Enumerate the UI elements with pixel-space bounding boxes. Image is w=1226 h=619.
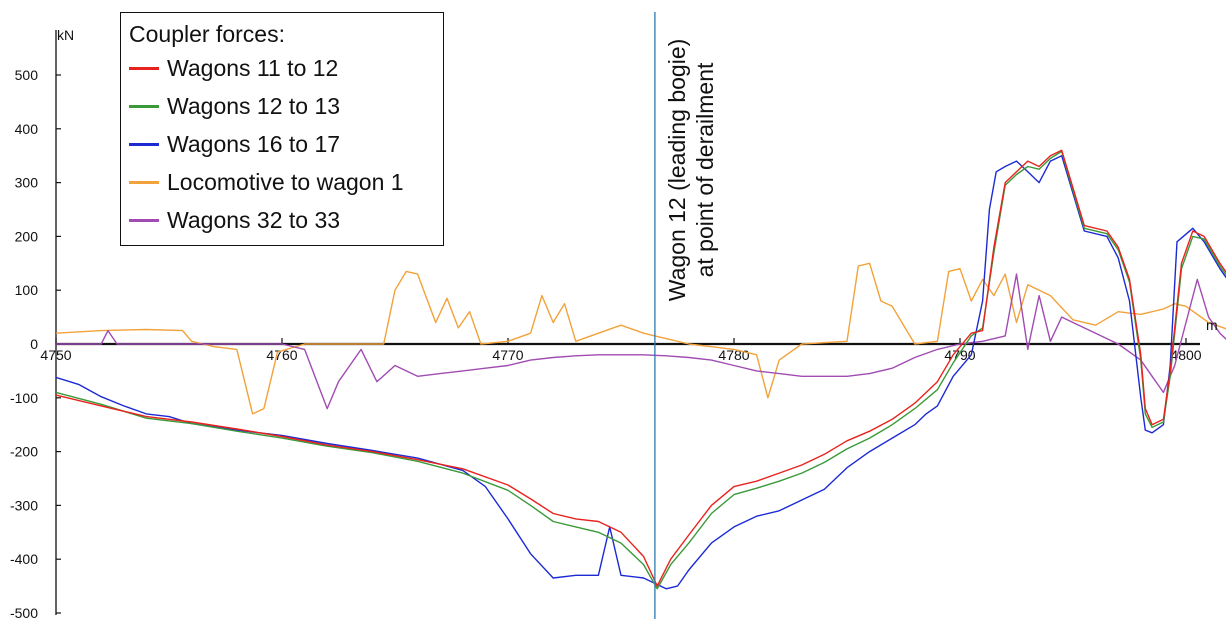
legend-swatch [129,104,159,108]
legend-swatch [129,66,159,70]
x-tick-label: 4750 [40,347,71,363]
annotation-line-2: at point of derailment [691,62,718,278]
y-tick-label: -100 [10,390,38,406]
y-tick-label: -300 [10,497,38,513]
legend-label: Wagons 12 to 13 [167,92,341,119]
legend-items: Wagons 11 to 12 Wagons 12 to 13 Wagons 16 … [129,49,443,239]
x-tick-label: 4800 [1170,347,1201,363]
y-tick-label: 100 [15,282,39,298]
y-tick-label: -500 [10,605,38,619]
x-axis-unit-label: m [1206,317,1218,333]
legend-item: Wagons 16 to 17 [129,125,443,163]
y-tick-label: 0 [30,336,38,352]
legend-swatch [129,142,159,146]
y-tick-label: -200 [10,444,38,460]
y-tick-label: 300 [15,175,39,191]
legend: Coupler forces: Wagons 11 to 12 Wagons 12… [120,12,444,246]
legend-label: Locomotive to wagon 1 [167,168,404,195]
y-tick-label: 200 [15,228,39,244]
x-tick-label: 4760 [266,347,297,363]
y-tick-label: 400 [15,121,39,137]
derailment-annotation: Wagon 12 (leading bogie) at point of der… [663,10,719,330]
legend-label: Wagons 11 to 12 [167,54,339,81]
series-line-wagons-32-to-33 [56,273,1226,410]
legend-item: Wagons 11 to 12 [129,49,443,87]
legend-label: Wagons 32 to 33 [167,206,341,233]
legend-item: Wagons 12 to 13 [129,87,443,125]
series-line-locomotive-to-wagon-1 [55,262,1226,415]
series-line-wagons-11-to-12 [55,149,1226,587]
legend-title: Coupler forces: [129,21,285,47]
series-line-wagons-16-to-17 [55,154,1226,590]
legend-item: Wagons 32 to 33 [129,201,443,239]
series-lines [55,149,1226,590]
annotation-line-1: Wagon 12 (leading bogie) [663,38,690,302]
y-tick-label: -400 [10,551,38,567]
y-axis-unit-label: kN [57,27,74,43]
legend-label: Wagons 16 to 17 [167,130,341,157]
legend-swatch [129,180,159,184]
legend-swatch [129,218,159,222]
x-tick-label: 4770 [492,347,523,363]
y-tick-label: 500 [15,67,39,83]
legend-item: Locomotive to wagon 1 [129,163,443,201]
